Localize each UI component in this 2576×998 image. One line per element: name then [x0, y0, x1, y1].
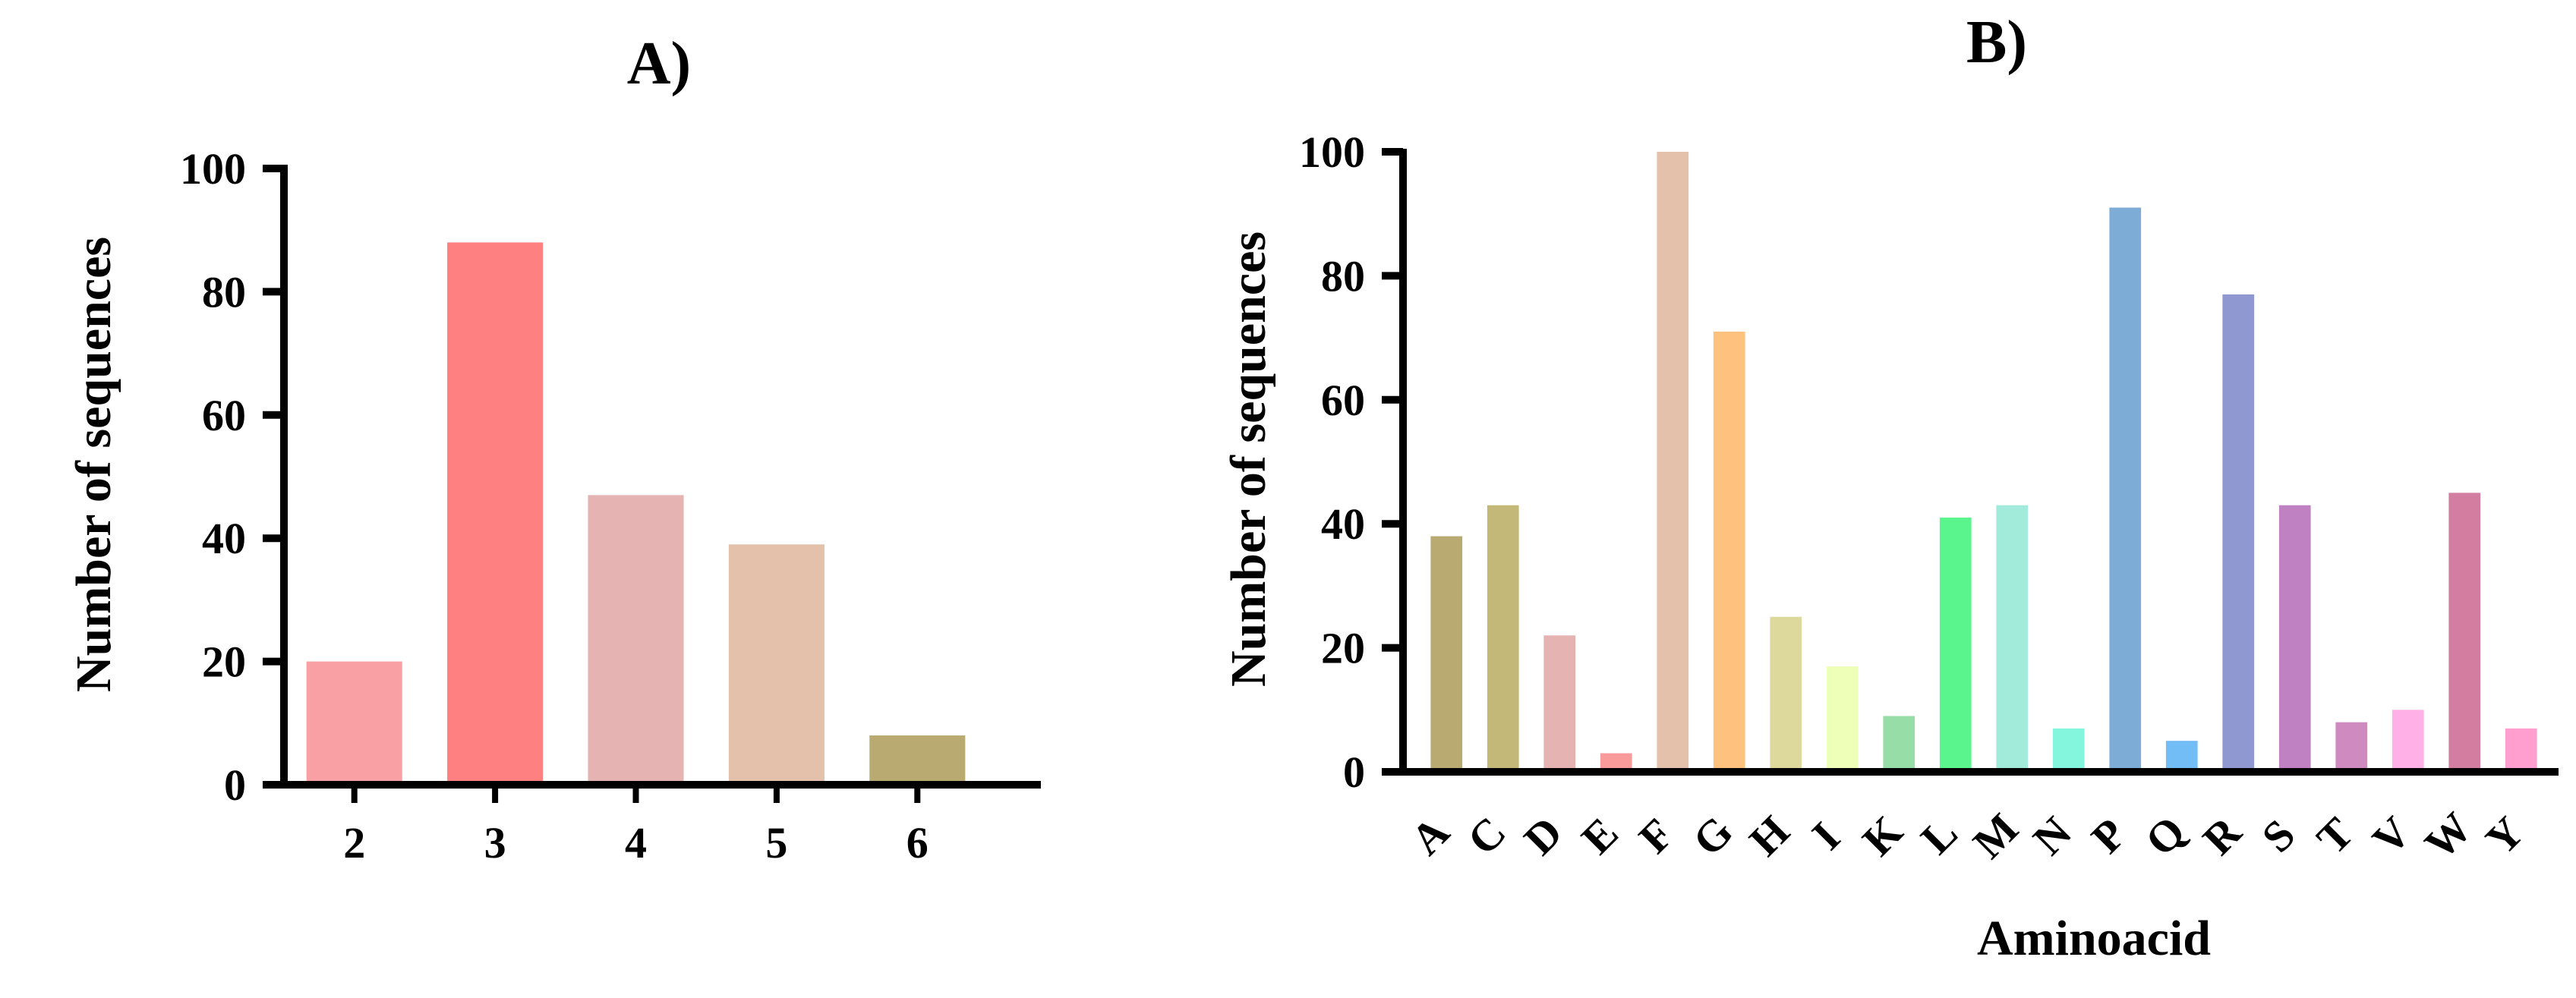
panel-b-bar-K — [1883, 716, 1915, 772]
panel-b-x-tick-label: R — [2193, 807, 2251, 864]
panel-a-y-tick-label: 40 — [202, 514, 246, 563]
panel-b-x-tick-label: K — [1853, 806, 1912, 865]
panel-b-chart: B) Number of sequences Aminoacid 0 20 40 60… — [1221, 9, 2559, 966]
panel-b-x-tick-label: Q — [2136, 806, 2195, 865]
panel-a-bar-4 — [588, 495, 684, 785]
panel-a-bar-6 — [869, 735, 966, 785]
panel-b-x-axis-title: Aminoacid — [1977, 911, 2211, 966]
panel-a-y-tick-label: 0 — [224, 760, 246, 810]
panel-b-bar-T — [2335, 722, 2368, 772]
panel-b-bar-C — [1487, 505, 1519, 772]
panel-b-bar-A — [1430, 536, 1463, 772]
panel-a-x-tick-labels: 2 3 4 5 6 — [343, 785, 929, 867]
panel-b-y-tick-label: 80 — [1321, 251, 1365, 301]
panel-b-x-tick-label: G — [1683, 806, 1742, 865]
panel-b-y-ticks: 0 20 40 60 80 100 — [1299, 128, 1403, 797]
panel-b-x-tick-label: W — [2415, 803, 2481, 869]
panel-b-bar-Y — [2505, 728, 2537, 772]
panel-a-bar-5 — [728, 544, 825, 785]
panel-b-x-tick-label: C — [1458, 807, 1515, 864]
panel-b-y-tick-label: 60 — [1321, 376, 1365, 425]
panel-b-y-tick-label: 20 — [1321, 624, 1365, 673]
panel-b-x-tick-label: N — [2023, 807, 2081, 864]
panel-b-x-tick-label: D — [1515, 807, 1572, 864]
panel-b-bar-P — [2109, 207, 2142, 772]
panel-a-title: A) — [627, 30, 691, 97]
panel-b-x-tick-label: L — [1911, 808, 1966, 864]
panel-a-bar-3 — [447, 242, 544, 785]
panel-b-bars — [1430, 152, 2537, 772]
panel-b-bar-G — [1713, 331, 1745, 772]
panel-b-title: B) — [1966, 9, 2027, 76]
panel-b-x-tick-label: M — [1963, 804, 2028, 868]
panel-b-bar-Q — [2165, 741, 2198, 772]
panel-b-x-tick-label: F — [1629, 809, 1683, 863]
panel-a-bar-2 — [306, 661, 402, 785]
panel-b-y-tick-label: 40 — [1321, 499, 1365, 549]
panel-b-bar-L — [1939, 518, 1972, 772]
panel-b-bar-I — [1826, 666, 1859, 772]
panel-b-y-axis-title: Number of sequences — [1221, 231, 1276, 687]
panel-a-x-tick-label: 4 — [625, 818, 647, 867]
panel-b-x-tick-label: P — [2082, 809, 2136, 863]
panel-b-bar-D — [1543, 635, 1576, 772]
panel-a-x-tick-label: 2 — [343, 818, 365, 867]
panel-b-x-tick-label: E — [1572, 808, 1627, 864]
panel-b-x-tick-label: I — [1802, 812, 1849, 859]
panel-b-bar-M — [1996, 505, 2029, 772]
panel-a-y-tick-label: 60 — [202, 391, 246, 440]
panel-a-x-tick-label: 5 — [765, 818, 787, 867]
panel-a-x-tick-label: 3 — [484, 818, 506, 867]
panel-a-x-tick-label: 6 — [906, 818, 929, 867]
panel-b-bar-S — [2278, 505, 2311, 772]
panel-a-y-tick-label: 80 — [202, 267, 246, 316]
panel-b-x-tick-label: A — [1402, 807, 1459, 864]
panel-b-x-tick-label: H — [1740, 806, 1799, 865]
panel-b-bar-H — [1770, 616, 1802, 772]
panel-b-bar-N — [2052, 728, 2085, 772]
panel-a-y-tick-label: 20 — [202, 638, 246, 687]
panel-a-y-axis-title: Number of sequences — [66, 237, 121, 692]
panel-b-y-tick-label: 0 — [1343, 748, 1365, 797]
panel-b-x-tick-label: Y — [2476, 807, 2533, 864]
panel-a-y-ticks: 0 20 40 60 80 100 — [180, 144, 284, 810]
panel-b-y-tick-label: 100 — [1299, 128, 1365, 177]
panel-a-y-tick-label: 100 — [180, 144, 246, 194]
panel-b-x-tick-label: V — [2363, 807, 2420, 864]
panel-b-bar-W — [2448, 493, 2481, 772]
panel-b-bar-F — [1657, 152, 1689, 772]
panel-b-x-tick-label: S — [2253, 810, 2305, 862]
panel-b-bar-V — [2392, 710, 2424, 772]
panel-b-bar-R — [2222, 294, 2255, 772]
panel-b-x-tick-label: T — [2307, 808, 2363, 864]
panel-a-chart: A) Number of sequences 0 20 40 60 80 100 2 3 4 5… — [66, 30, 1041, 867]
panel-a-bars — [306, 242, 966, 785]
